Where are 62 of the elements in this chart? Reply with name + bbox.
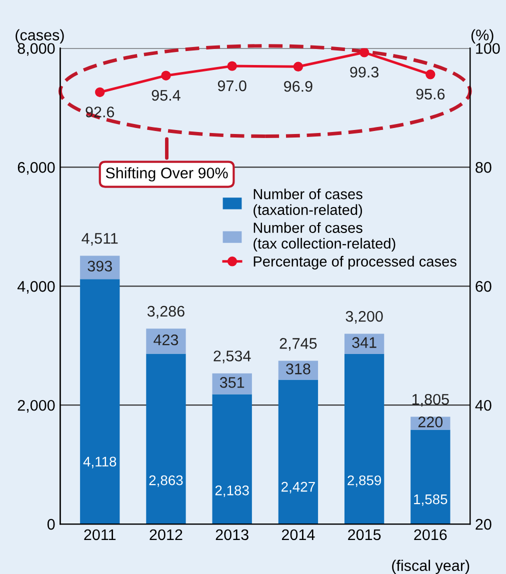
y2-tick-label: 20 [476, 518, 492, 530]
x-tick-label: 2011 [84, 529, 116, 540]
y2-tick-label: 60 [476, 281, 492, 292]
data-label: 1,585 [414, 494, 448, 506]
bar [344, 354, 384, 524]
data-label: 318 [286, 364, 310, 374]
y-tick-label: 2,000 [18, 400, 55, 413]
data-label: 95.4 [152, 90, 180, 101]
total-label: 3,200 [346, 310, 383, 324]
legend-label: Percentage of processed cases [254, 256, 456, 270]
data-label: 96.9 [284, 80, 312, 92]
point [95, 87, 105, 98]
data-label: 2,183 [215, 485, 249, 497]
x-axis-title: (fiscal year) [392, 560, 470, 574]
y-tick-label: 8,000 [18, 43, 55, 56]
bar [410, 430, 450, 524]
y-axis-title: (cases) [16, 29, 64, 44]
legend-label: Number of cases (tax collection-related) [254, 222, 396, 252]
bar [80, 256, 120, 280]
point [227, 61, 237, 71]
y-tick-label: 0 [47, 518, 55, 530]
bar [278, 380, 318, 524]
total-label: 4,511 [82, 233, 118, 246]
x-tick-label: 2015 [348, 529, 381, 540]
total-label: 2,534 [214, 350, 251, 364]
total-label: 1,805 [412, 394, 449, 407]
point [359, 48, 370, 58]
data-label: 95.6 [416, 88, 445, 100]
data-label: 92.6 [86, 106, 114, 118]
data-label: 393 [88, 260, 112, 272]
y2-tick-label: 80 [476, 162, 492, 173]
point [161, 70, 171, 80]
x-tick-label: 2013 [216, 529, 248, 540]
legend-label: Number of cases (taxation-related) [254, 188, 362, 218]
y-tick-label: 6,000 [18, 162, 55, 175]
data-label: 97.0 [218, 80, 246, 92]
x-tick-label: 2014 [282, 529, 315, 540]
x-tick-label: 2016 [414, 529, 447, 540]
data-label: 2,859 [348, 475, 382, 487]
bar [212, 394, 252, 524]
y-tick-label: 4,000 [17, 281, 55, 294]
total-label: 2,745 [280, 338, 317, 351]
bar [80, 279, 120, 524]
data-label: 220 [418, 416, 443, 428]
x-tick-label: 2012 [150, 529, 182, 540]
point [293, 62, 304, 72]
y2-tick-label: 40 [475, 400, 492, 411]
data-label: 351 [220, 377, 244, 388]
data-label: 341 [352, 337, 376, 348]
data-label: 2,863 [149, 475, 183, 487]
bar [146, 354, 186, 524]
point [426, 70, 436, 80]
bar [344, 334, 384, 354]
y2-tick-label: 100 [476, 43, 500, 54]
annotation: Shifting Over 90% [106, 167, 228, 182]
bar [146, 328, 186, 354]
data-label: 4,118 [83, 456, 116, 468]
data-label: 2,427 [282, 482, 315, 494]
total-label: 3,286 [147, 306, 184, 318]
y2-axis-title: (%) [471, 29, 494, 44]
data-label: 99.3 [350, 66, 378, 78]
data-label: 423 [154, 334, 178, 346]
